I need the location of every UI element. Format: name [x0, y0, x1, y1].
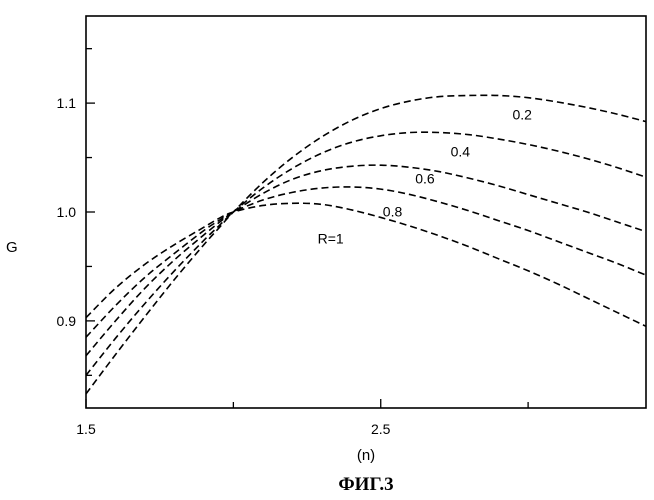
y-tick-label: 1.1 [57, 95, 77, 111]
curve-0-2 [86, 95, 646, 394]
curve-label: 0.2 [512, 106, 532, 122]
curves [86, 95, 646, 394]
x-axis-title: (n) [357, 447, 375, 464]
figure-caption: ФИГ.3 [338, 474, 393, 495]
curve-0-6 [86, 165, 646, 356]
curve-label: R=1 [318, 231, 344, 247]
curve-0-4 [86, 132, 646, 375]
curve-labels: 0.2 0.4 0.6 0.8 R=1 [318, 106, 533, 246]
x-tick-label: 1.5 [76, 421, 96, 437]
curve-label: 0.4 [451, 143, 471, 159]
y-tick-label: 0.9 [57, 313, 77, 329]
curve-0-8 [86, 187, 646, 337]
plot-frame [86, 16, 646, 408]
curve-label: 0.6 [415, 171, 435, 187]
chart: 0.9 1.0 1.1 1.5 2.5 0.2 0.4 0.6 0.8 R=1 G (n) ФИ… [0, 0, 654, 500]
axis-ticks [86, 49, 528, 408]
curve-label: 0.8 [383, 203, 403, 219]
y-axis-title: G [6, 239, 18, 256]
y-tick-label: 1.0 [57, 204, 77, 220]
x-tick-label: 2.5 [371, 421, 391, 437]
